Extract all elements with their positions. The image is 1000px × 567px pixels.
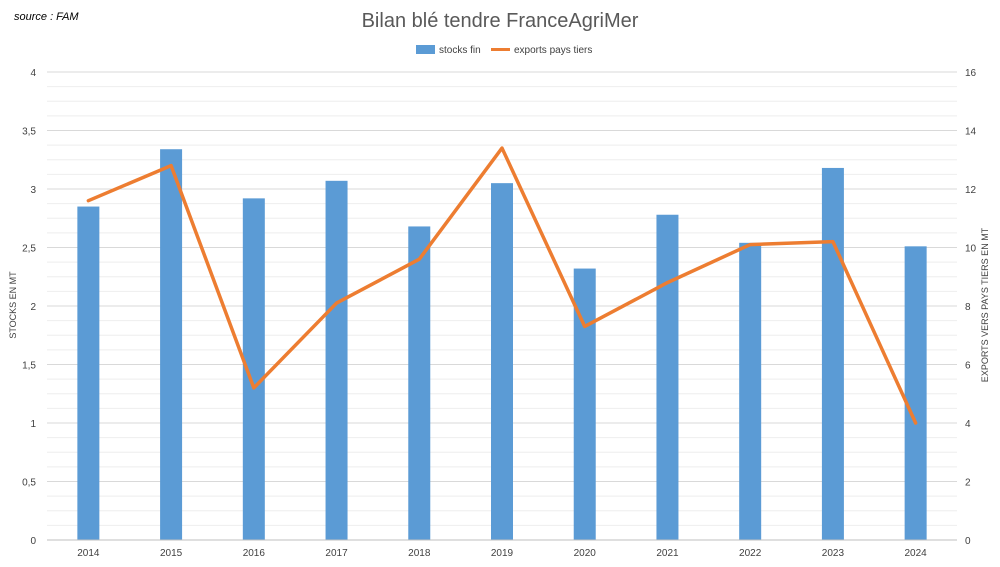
x-tick-label: 2022 <box>739 548 762 559</box>
x-tick-label: 2023 <box>822 548 845 559</box>
chart-title: Bilan blé tendre FranceAgriMer <box>362 10 639 32</box>
y-left-tick-label: 2,5 <box>22 244 36 255</box>
legend: stocks fin exports pays tiers <box>416 45 592 56</box>
y-right-tick-label: 4 <box>965 419 971 430</box>
bar-stocks-2023 <box>822 168 844 540</box>
bar-stocks-2018 <box>408 226 430 540</box>
y-left-tick-label: 3 <box>30 185 36 196</box>
y-right-tick-label: 2 <box>965 478 971 489</box>
y-left-tick-label: 2 <box>30 302 36 313</box>
x-tick-label: 2024 <box>905 548 928 559</box>
x-tick-label: 2020 <box>574 548 597 559</box>
bar-stocks-2022 <box>739 243 761 540</box>
y-right-tick-label: 14 <box>965 127 977 138</box>
x-tick-label: 2018 <box>408 548 431 559</box>
y-right-tick-label: 16 <box>965 68 977 79</box>
x-tick-label: 2014 <box>77 548 100 559</box>
bar-stocks-2015 <box>160 149 182 540</box>
bar-stocks-2021 <box>656 215 678 540</box>
y-right-tick-label: 8 <box>965 302 971 313</box>
y-left-tick-label: 1 <box>30 419 36 430</box>
y-left-tick-label: 0 <box>30 536 36 547</box>
y-right-tick-label: 0 <box>965 536 971 547</box>
legend-swatch-stocks <box>416 45 435 54</box>
source-note: source : FAM <box>14 11 79 23</box>
y-right-tick-label: 12 <box>965 185 977 196</box>
x-tick-label: 2016 <box>243 548 266 559</box>
legend-label-exports: exports pays tiers <box>514 45 592 56</box>
bar-stocks-2019 <box>491 183 513 540</box>
y-left-tick-label: 0,5 <box>22 478 36 489</box>
y-left-tick-label: 1,5 <box>22 361 36 372</box>
y-axis-left-title: STOCKS EN MT <box>8 271 18 339</box>
y-left-tick-label: 3,5 <box>22 127 36 138</box>
y-right-tick-label: 6 <box>965 361 971 372</box>
bar-stocks-2024 <box>905 246 927 540</box>
legend-label-stocks: stocks fin <box>439 45 481 56</box>
bar-stocks-2017 <box>326 181 348 540</box>
y-left-tick-label: 4 <box>30 68 36 79</box>
y-axis-right-title: EXPORTS VERS PAYS TIERS EN MT <box>980 227 990 382</box>
y-right-tick-label: 10 <box>965 244 977 255</box>
x-tick-label: 2021 <box>656 548 679 559</box>
x-tick-label: 2015 <box>160 548 183 559</box>
x-tick-label: 2017 <box>325 548 348 559</box>
bar-stocks-2014 <box>77 207 99 540</box>
x-tick-label: 2019 <box>491 548 514 559</box>
